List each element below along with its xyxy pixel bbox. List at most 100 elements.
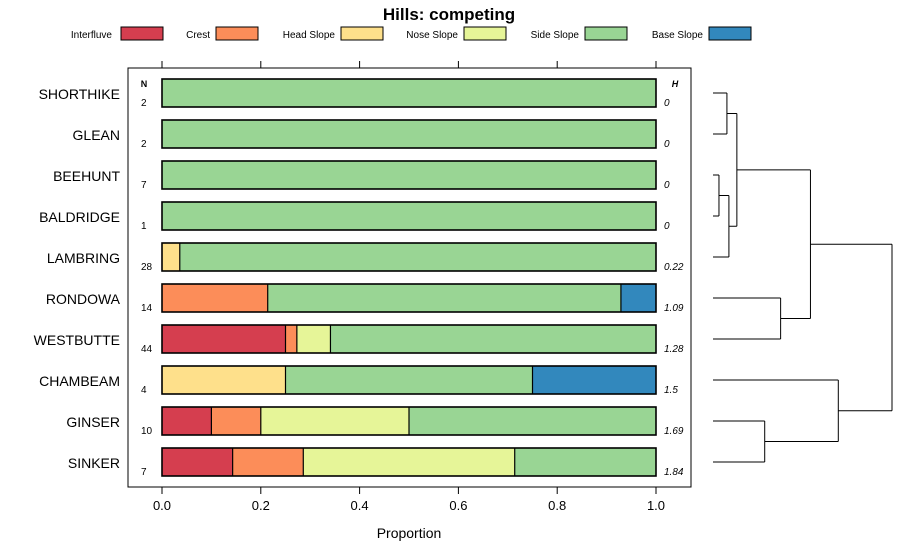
legend-label-interfluve: Interfluve xyxy=(71,30,113,41)
bar-outline xyxy=(161,201,657,231)
legend-swatch-base-slope xyxy=(708,26,752,41)
plot-frame xyxy=(127,67,692,488)
row-rondowa: RONDOWA 14 1.09 xyxy=(46,283,684,314)
row-label-glean: GLEAN xyxy=(73,127,120,143)
row-lambring: LAMBRING 28 0.22 xyxy=(47,242,684,273)
x-tick-label: 0.6 xyxy=(449,498,467,513)
row-beehunt: BEEHUNT 7 0 xyxy=(53,160,670,191)
bar-outline xyxy=(161,324,657,354)
bar-segment-nose-slope xyxy=(296,325,331,353)
bar-segment-side-slope xyxy=(162,79,656,107)
n-value: 44 xyxy=(141,344,153,355)
h-value: 0 xyxy=(664,139,670,150)
bar-outline xyxy=(161,160,657,190)
x-axis: 0.0 0.2 0.4 0.6 0.8 1.0 xyxy=(153,61,665,513)
row-label-shorthike: SHORTHIKE xyxy=(39,86,120,102)
legend-swatch-nose-slope xyxy=(463,26,507,41)
bar-segment-side-slope xyxy=(514,448,656,476)
n-value: 1 xyxy=(141,221,147,232)
bar-segment-side-slope xyxy=(162,120,656,148)
x-axis-label: Proportion xyxy=(377,525,442,541)
bar-segment-nose-slope xyxy=(260,407,409,435)
x-tick-label: 0.4 xyxy=(351,498,369,513)
n-value: 10 xyxy=(141,426,153,437)
bar-segment-crest xyxy=(285,325,297,353)
h-value: 0.22 xyxy=(664,262,684,273)
bar-segment-base-slope xyxy=(532,366,656,394)
bar-outline xyxy=(161,119,657,149)
h-value: 1.84 xyxy=(664,467,684,478)
x-tick-label: 1.0 xyxy=(647,498,665,513)
bar-outline xyxy=(161,447,657,477)
legend-swatch-side-slope xyxy=(584,26,628,41)
row-label-beehunt: BEEHUNT xyxy=(53,168,120,184)
bar-segment-side-slope xyxy=(330,325,656,353)
h-value: 0 xyxy=(664,180,670,191)
row-shorthike: SHORTHIKE 2 0 xyxy=(39,78,670,109)
h-value: 1.69 xyxy=(664,426,684,437)
bar-outline xyxy=(161,78,657,108)
legend: Interfluve Crest Head Slope Nose Slope Side … xyxy=(71,26,752,41)
bar-segment-side-slope xyxy=(267,284,621,312)
x-tick-label: 0.2 xyxy=(252,498,270,513)
n-value: 7 xyxy=(141,467,147,478)
h-value: 0 xyxy=(664,221,670,232)
legend-swatch-crest xyxy=(215,26,259,41)
row-label-ginser: GINSER xyxy=(66,414,120,430)
legend-label-head-slope: Head Slope xyxy=(283,30,336,41)
h-value: 0 xyxy=(664,98,670,109)
bar-segment-crest xyxy=(162,284,268,312)
legend-label-crest: Crest xyxy=(186,30,210,41)
row-chambeam: CHAMBEAM 4 1.5 xyxy=(39,365,678,396)
n-value: 4 xyxy=(141,385,147,396)
h-value: 1.09 xyxy=(664,303,684,314)
bar-segment-head-slope xyxy=(162,366,286,394)
legend-label-nose-slope: Nose Slope xyxy=(406,30,458,41)
n-value: 2 xyxy=(141,98,147,109)
bar-segment-side-slope xyxy=(285,366,533,394)
row-westbutte: WESTBUTTE 44 1.28 xyxy=(34,324,684,355)
legend-label-side-slope: Side Slope xyxy=(531,30,580,41)
legend-swatch-head-slope xyxy=(340,26,384,41)
bar-segment-side-slope xyxy=(179,243,656,271)
h-value: 1.5 xyxy=(664,385,678,396)
bar-outline xyxy=(161,242,657,272)
row-sinker: SINKER 7 1.84 xyxy=(68,447,684,478)
n-value: 28 xyxy=(141,262,153,273)
row-label-baldridge: BALDRIDGE xyxy=(39,209,120,225)
bar-outline xyxy=(161,365,657,395)
row-baldridge: BALDRIDGE 1 0 xyxy=(39,201,670,232)
x-tick-label: 0.8 xyxy=(548,498,566,513)
bar-segment-crest xyxy=(211,407,261,435)
h-value: 1.28 xyxy=(664,344,684,355)
bar-segment-crest xyxy=(232,448,304,476)
row-ginser: GINSER 10 1.69 xyxy=(66,406,684,437)
row-label-chambeam: CHAMBEAM xyxy=(39,373,120,389)
h-column-header: H xyxy=(672,79,679,89)
bar-outline xyxy=(161,406,657,436)
bar-segment-interfluve xyxy=(162,448,233,476)
row-label-westbutte: WESTBUTTE xyxy=(34,332,120,348)
bar-segment-interfluve xyxy=(162,325,286,353)
row-label-lambring: LAMBRING xyxy=(47,250,120,266)
dendrogram xyxy=(713,92,893,463)
bar-outline xyxy=(161,283,657,313)
n-value: 14 xyxy=(141,303,153,314)
x-tick-label: 0.0 xyxy=(153,498,171,513)
bar-segment-nose-slope xyxy=(303,448,515,476)
legend-swatch-interfluve xyxy=(120,26,164,41)
n-column-header: N xyxy=(141,79,148,89)
bar-segment-side-slope xyxy=(162,161,656,189)
n-value: 2 xyxy=(141,139,147,150)
row-label-sinker: SINKER xyxy=(68,455,120,471)
bar-segment-head-slope xyxy=(162,243,180,271)
row-glean: GLEAN 2 0 xyxy=(73,119,670,150)
bar-segment-base-slope xyxy=(620,284,656,312)
bar-segment-interfluve xyxy=(162,407,212,435)
legend-label-base-slope: Base Slope xyxy=(652,30,704,41)
bar-segment-side-slope xyxy=(162,202,656,230)
chart-title: Hills: competing xyxy=(383,5,515,24)
row-label-rondowa: RONDOWA xyxy=(46,291,121,307)
